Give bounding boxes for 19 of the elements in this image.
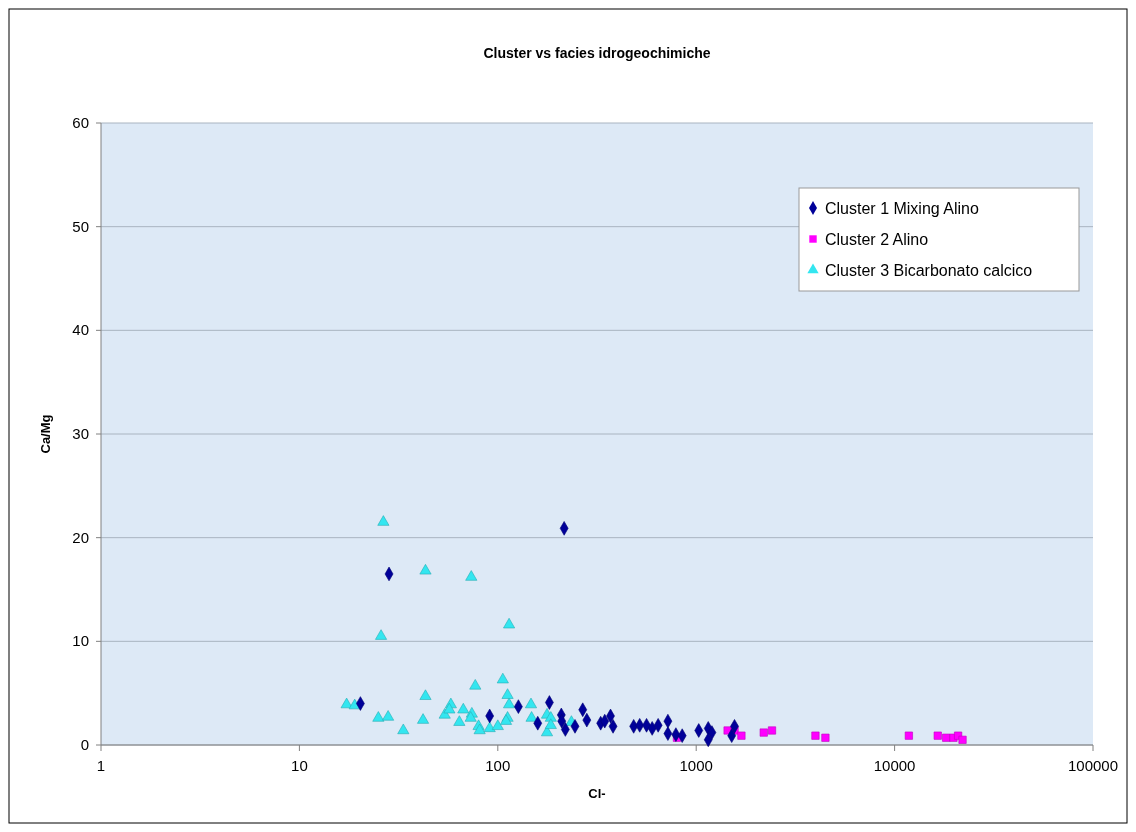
y-tick-label: 30	[72, 425, 89, 442]
x-axis-title: Cl-	[588, 786, 606, 801]
chart-title: Cluster vs facies idrogeochimiche	[483, 45, 711, 61]
x-tick-label: 1000	[679, 757, 713, 774]
y-tick-label: 10	[72, 632, 89, 650]
y-tick-label: 50	[72, 217, 89, 235]
legend-label: Cluster 1 Mixing Alino	[825, 200, 979, 217]
legend-label: Cluster 3 Bicarbonato calcico	[825, 262, 1033, 279]
y-axis-title: Ca/Mg	[38, 414, 53, 454]
y-tick-label: 0	[80, 736, 89, 753]
y-tick-label: 20	[72, 528, 89, 546]
x-tick-label: 1	[96, 757, 106, 774]
x-tick-label: 10000	[873, 757, 916, 774]
legend-label: Cluster 2 Alino	[825, 231, 929, 248]
x-tick-label: 10	[291, 757, 308, 774]
x-tick-label: 100	[485, 757, 511, 774]
y-tick-label: 60	[72, 114, 89, 131]
x-tick-label: 100000	[1067, 757, 1119, 774]
y-tick-label: 40	[72, 321, 89, 339]
